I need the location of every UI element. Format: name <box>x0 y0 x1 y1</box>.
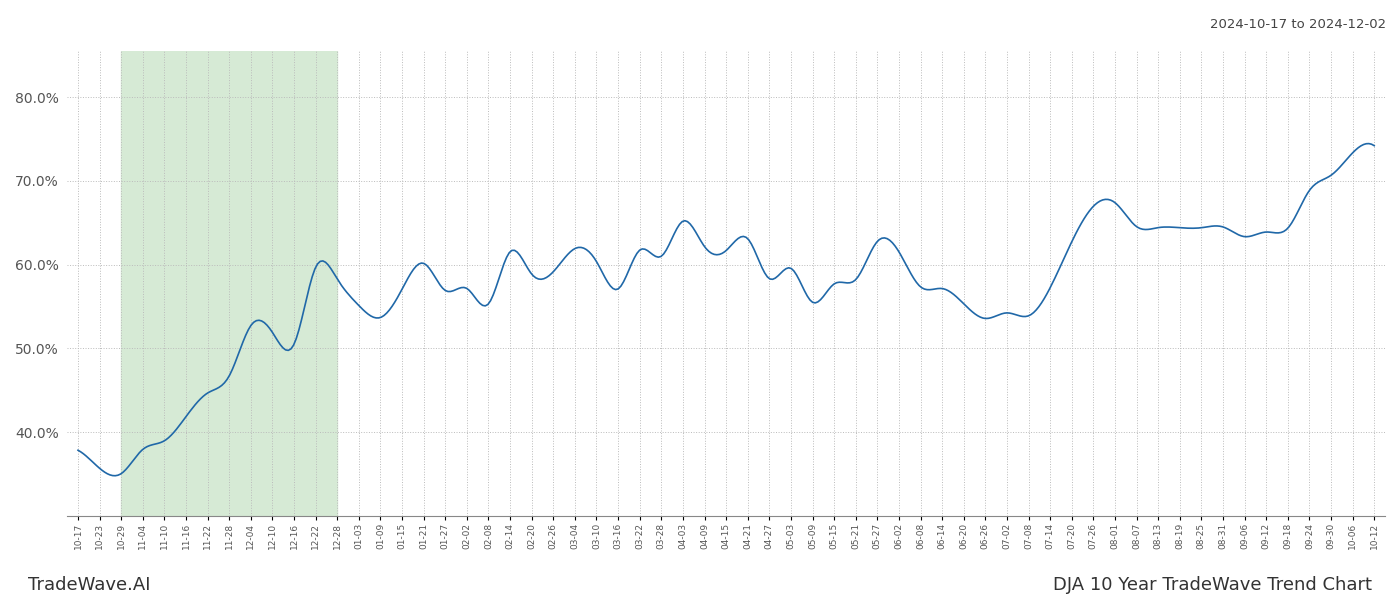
Text: DJA 10 Year TradeWave Trend Chart: DJA 10 Year TradeWave Trend Chart <box>1053 576 1372 594</box>
Bar <box>122 51 337 516</box>
Text: TradeWave.AI: TradeWave.AI <box>28 576 151 594</box>
Text: 2024-10-17 to 2024-12-02: 2024-10-17 to 2024-12-02 <box>1210 18 1386 31</box>
